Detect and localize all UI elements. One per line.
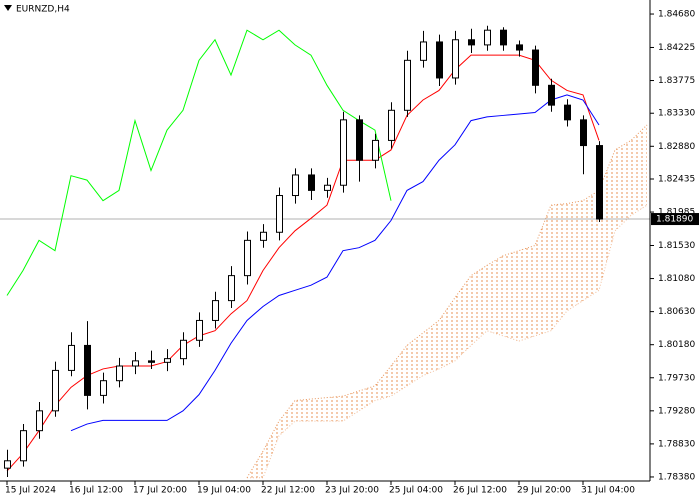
x-tick-label: 25 Jul 04:00 xyxy=(389,486,443,496)
x-tick-label: 19 Jul 04:00 xyxy=(197,486,251,496)
y-tick-label: 1.83775 xyxy=(658,76,695,86)
candle-body xyxy=(148,360,155,363)
candle-body xyxy=(564,104,571,121)
y-tick-label: 1.80630 xyxy=(658,307,695,317)
y-tick-label: 1.81530 xyxy=(658,241,695,251)
candle-body xyxy=(324,184,331,191)
candle-body xyxy=(52,369,59,412)
candle-body xyxy=(532,49,539,86)
candle-body xyxy=(4,460,11,469)
candle-body xyxy=(548,84,555,106)
candle-body xyxy=(180,339,187,360)
x-tick-label: 22 Jul 12:00 xyxy=(261,486,315,496)
indicator-line xyxy=(70,94,600,432)
candle-body xyxy=(372,139,379,161)
candle-body xyxy=(132,360,139,367)
current-price-label: 1.81890 xyxy=(656,215,693,225)
candle-body xyxy=(340,119,347,186)
candle-body xyxy=(484,29,491,46)
candle-body xyxy=(260,231,267,241)
candle-body xyxy=(452,39,459,79)
candle-body xyxy=(580,119,587,147)
plot-area xyxy=(0,25,650,479)
cloud-lower-edge xyxy=(247,204,648,479)
candle-body xyxy=(516,44,523,51)
x-tick-label: 29 Jul 20:00 xyxy=(517,486,571,496)
x-tick-label: 17 Jul 20:00 xyxy=(133,486,187,496)
y-tick-label: 1.84680 xyxy=(658,10,695,20)
y-tick-label: 1.79280 xyxy=(658,406,695,416)
y-tick-label: 1.82435 xyxy=(658,174,695,184)
y-tick-label: 1.80180 xyxy=(658,340,695,350)
y-tick-label: 1.83330 xyxy=(658,109,695,119)
y-tick-label: 1.81985 xyxy=(658,208,695,218)
candle-body xyxy=(388,109,395,141)
y-tick-label: 1.78380 xyxy=(658,472,695,482)
candle-body xyxy=(244,239,251,277)
candle-body xyxy=(164,358,171,363)
candle-body xyxy=(36,410,43,432)
x-tick-label: 26 Jul 12:00 xyxy=(453,486,507,496)
candle-body xyxy=(212,300,219,321)
candle-body xyxy=(292,174,299,197)
cloud-fill xyxy=(247,124,647,478)
y-tick-label: 1.82880 xyxy=(658,142,695,152)
y-tick-label: 1.78830 xyxy=(658,439,695,449)
indicator-line xyxy=(6,54,600,472)
candle-body xyxy=(420,41,427,61)
candle-body xyxy=(20,430,27,462)
candle-body xyxy=(596,145,603,220)
candle-body xyxy=(68,344,75,371)
candle-body xyxy=(468,39,475,46)
candle-body xyxy=(436,41,443,79)
y-tick-label: 1.84225 xyxy=(658,43,695,53)
candle-body xyxy=(100,380,107,396)
candle-body xyxy=(84,344,91,396)
y-tick-label: 1.81080 xyxy=(658,274,695,284)
candle-body xyxy=(228,275,235,302)
candle-body xyxy=(500,29,507,46)
x-tick-label: 15 Jul 2024 xyxy=(5,486,56,496)
x-tick-label: 16 Jul 12:00 xyxy=(69,486,123,496)
chart-title: EURNZD,H4 xyxy=(16,5,70,15)
candle-body xyxy=(116,365,123,382)
candle-body xyxy=(356,119,363,161)
current-price-tag xyxy=(651,213,699,226)
candle-body xyxy=(308,174,315,191)
x-tick-label: 31 Jul 04:00 xyxy=(581,486,635,496)
candle-body xyxy=(276,195,283,233)
y-tick-label: 1.79730 xyxy=(658,373,695,383)
x-tick-label: 23 Jul 20:00 xyxy=(325,486,379,496)
indicator-line xyxy=(6,29,392,296)
candle-body xyxy=(196,319,203,341)
title-icon xyxy=(4,5,12,11)
candle-body xyxy=(404,59,411,111)
